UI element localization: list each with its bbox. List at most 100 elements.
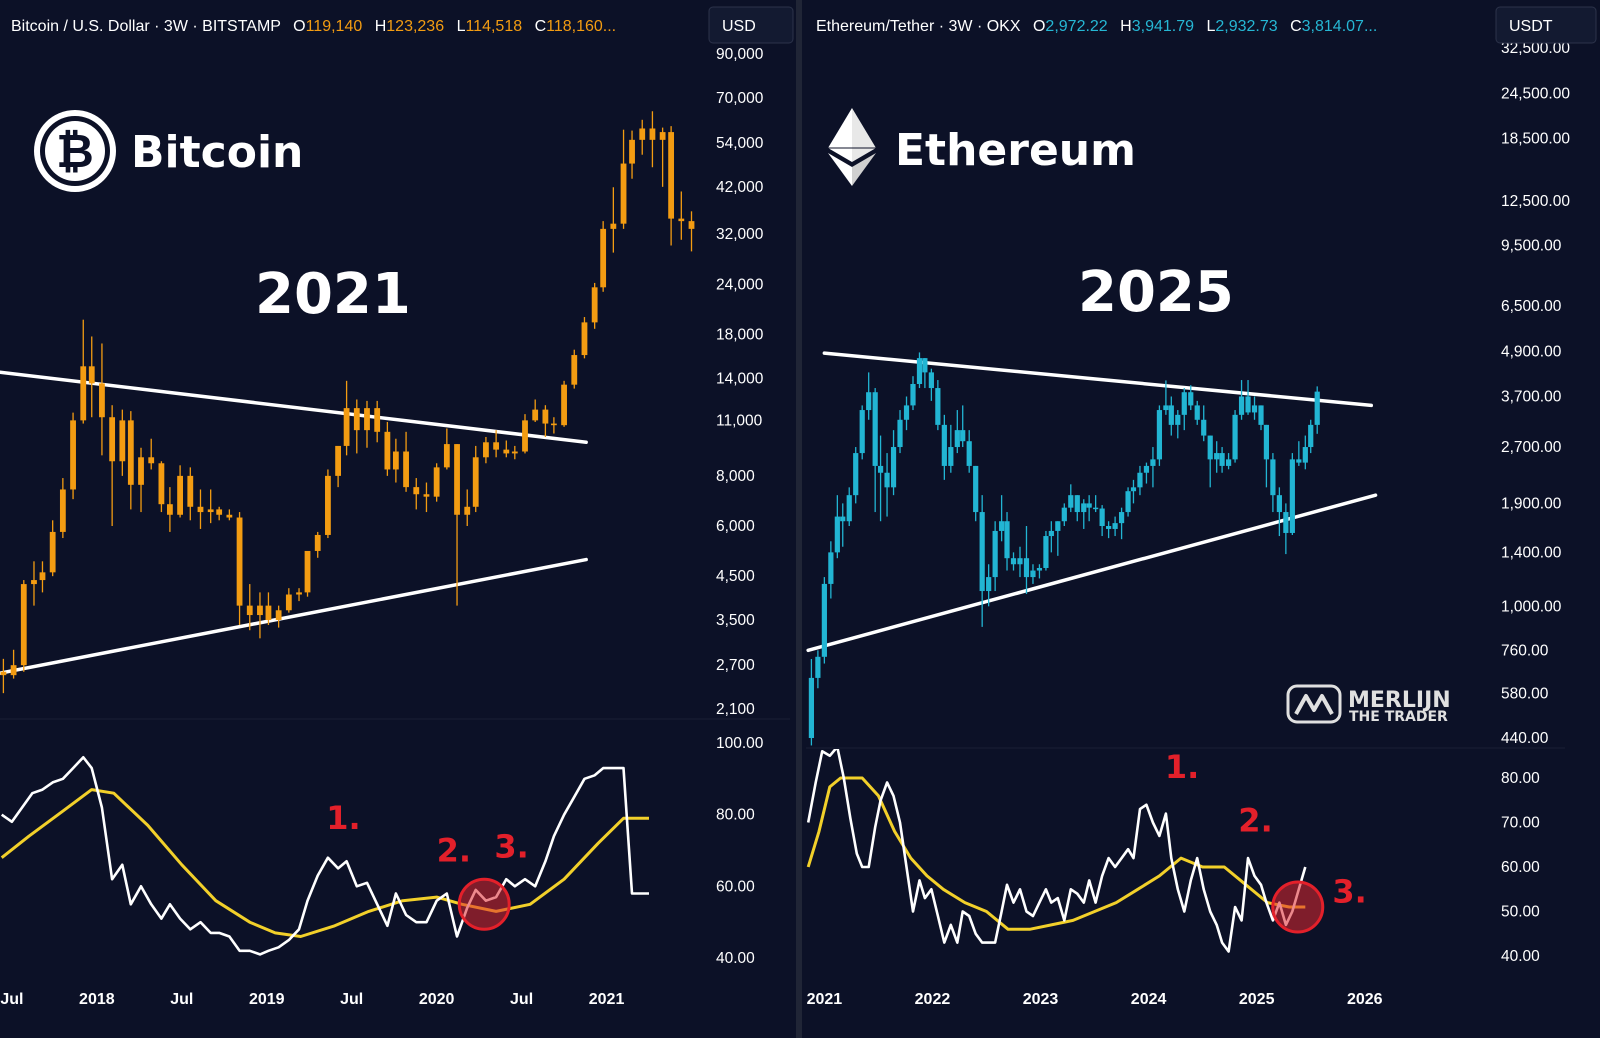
candle [1118,507,1125,540]
candle-body [897,419,903,448]
candle [1168,396,1174,436]
candle [1093,495,1099,513]
candle [542,405,549,437]
candle [1194,400,1200,425]
candle [1137,465,1143,496]
candle-body [1308,424,1314,448]
candle-body [167,504,173,515]
price-tick-label: 3,500 [716,612,755,629]
candle-body [821,583,827,657]
candle-body [296,592,302,595]
candle-body [1112,523,1118,529]
candle-body [948,447,954,466]
candle-body [834,516,840,553]
candle-body [1232,414,1238,460]
candle [246,584,253,631]
candle [158,461,165,513]
candle [897,410,903,454]
bitcoin-panel: 90,000 70,000 54,000 42,000 32,000 24,000 18,0… [0,6,794,1008]
candle [392,438,399,483]
candle-body [1086,503,1092,508]
candle [1156,405,1163,466]
candle-body [1289,459,1295,533]
candle [884,453,890,517]
price-tick-label: 42,000 [716,179,764,196]
ethereum-triangle [806,351,1378,653]
candle [815,650,821,689]
price-tick-label: 4,500 [716,568,755,585]
candle-body [1093,507,1099,510]
candle-body [20,584,27,666]
svg-text:MERLIJN: MERLIJN [1348,688,1451,713]
candle-body [610,223,617,229]
indicator-tick-label: 40.00 [1501,948,1540,965]
candle-body [472,457,479,507]
indicator-rsi-line [0,755,649,956]
price-tick-label: 24,500.00 [1501,85,1570,102]
candle [314,531,321,558]
currency-button-usdt[interactable]: USDT [1495,6,1597,44]
price-tick-label: 32,000 [716,226,764,243]
candle [571,349,578,389]
price-tick-label: 4,900.00 [1501,343,1562,360]
candle-body [49,531,56,573]
candle [80,319,87,424]
candle-body [890,447,897,488]
candle [119,409,126,476]
candle-body [364,408,370,431]
candle-body [138,457,144,485]
candle [20,580,27,672]
candle-body [1150,459,1156,466]
candle-body [1156,410,1163,460]
candle [31,561,37,606]
candle-body [343,408,350,446]
candle-body [649,128,656,140]
candle [853,447,859,504]
candle [472,445,479,513]
price-tick-label: 6,000 [716,518,755,535]
candle-body [1258,405,1264,425]
currency-button-usd[interactable]: USD [708,6,794,44]
candle [99,343,105,456]
price-tick-label: 1,000.00 [1501,598,1562,615]
candle-body [1074,495,1080,513]
candle [668,126,675,246]
svg-text:THE TRADER: THE TRADER [1349,709,1448,725]
indicator-ma-line [0,788,649,938]
candle [1074,495,1080,522]
price-tick-label: 11,000 [716,412,763,429]
price-tick-label: 2,700.00 [1501,439,1562,456]
candle-body [1030,570,1036,578]
candle [1289,453,1295,536]
candle [433,463,440,502]
candle-body [1036,567,1043,571]
candle-body [815,656,821,678]
candle-body [866,392,872,411]
candle [1143,462,1150,484]
candle-body [561,384,567,426]
candle [1036,564,1043,579]
indicator-tick-label: 80.00 [1501,770,1540,787]
candle [0,658,7,694]
candle [960,405,966,448]
price-tick-label: 18,000 [716,327,764,344]
candle-body [197,506,204,513]
svg-text:USDT: USDT [1509,18,1553,35]
candle [1263,424,1270,488]
indicator-annotation: 3. [494,828,528,866]
bitcoin-logo-icon: ₿ [34,110,116,192]
candle-body [39,572,46,581]
candle [688,211,695,252]
candle [1238,380,1245,420]
candle [1245,380,1251,415]
indicator-annotation: 3. [1332,873,1366,911]
candle-body [413,487,420,495]
candle-body [0,671,7,676]
candle [177,465,183,518]
candle [423,482,430,513]
candle-body [979,512,985,592]
candle-body [325,475,331,535]
bitcoin-candles [0,111,695,694]
candle-body [464,506,471,515]
candle-body [1055,521,1061,531]
